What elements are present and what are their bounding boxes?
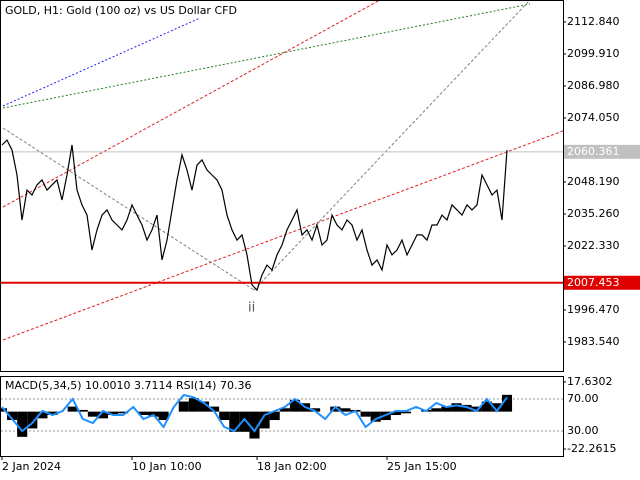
macd-bar — [178, 401, 189, 412]
y-tick-label: 17.6302 — [567, 375, 613, 388]
price-line — [1, 139, 508, 292]
trendlines — [2, 0, 564, 341]
macd-bar — [87, 411, 98, 417]
macd-bar — [118, 411, 129, 414]
y-tick-label: 2099.910 — [567, 47, 620, 60]
y-tick-label: 2022.330 — [567, 239, 620, 252]
macd-bar — [259, 411, 270, 429]
macd-bar — [239, 411, 250, 432]
y-tick-label: 1983.540 — [567, 335, 620, 348]
y-tick-label: 2112.840 — [567, 15, 620, 28]
macd-bar — [7, 411, 18, 421]
chart-title: GOLD, H1: Gold (100 oz) vs US Dollar CFD — [5, 4, 237, 17]
macd-bar — [400, 411, 412, 414]
macd-bar — [108, 411, 119, 415]
macd-bar — [209, 406, 220, 412]
trendline — [2, 3, 531, 109]
price-label-box — [564, 275, 640, 290]
macd-bar — [229, 411, 240, 432]
macd-bar — [481, 401, 492, 412]
trendline — [253, 0, 531, 291]
price-label: 2060.361 — [567, 145, 620, 158]
macd-bar — [67, 406, 78, 412]
macd-bar — [289, 399, 300, 412]
macd-bar — [77, 409, 88, 412]
x-tick-label: 2 Jan 2024 — [2, 460, 61, 473]
macd-bar — [219, 411, 230, 421]
macd-bar — [269, 411, 280, 421]
macd-bar — [27, 411, 38, 429]
x-tick-label: 25 Jan 15:00 — [387, 460, 457, 473]
macd-bar — [97, 411, 109, 419]
x-tick-label: 18 Jan 02:00 — [257, 460, 327, 473]
macd-bar — [198, 401, 210, 412]
macd-bar — [340, 408, 351, 412]
price-label-box — [564, 144, 640, 159]
y2-tick-label: 30.00 — [567, 424, 599, 437]
macd-bar — [138, 411, 149, 415]
price-label: 2007.453 — [567, 276, 620, 289]
macd-bar — [37, 411, 48, 419]
trendline — [2, 17, 201, 107]
y-tick-label: 2086.980 — [567, 79, 620, 92]
macd-bar — [249, 411, 260, 439]
indicator-title: MACD(5,34,5) 10.0010 3.7114 RSI(14) 70.3… — [5, 379, 251, 392]
macd-bar — [158, 411, 169, 421]
macd-bar — [441, 406, 452, 412]
macd-bar — [370, 411, 381, 422]
y-tick-label: 1996.470 — [567, 303, 620, 316]
macd-bar — [461, 404, 472, 412]
macd-bar — [188, 398, 199, 412]
macd-bar — [501, 394, 513, 412]
macd-bar — [471, 406, 482, 412]
macd-bar — [451, 403, 462, 412]
main-frame — [0, 0, 564, 372]
macd-bar — [279, 408, 290, 412]
trendline — [2, 130, 564, 341]
rsi-line — [1, 393, 508, 433]
x-tick-label: 10 Jan 10:00 — [132, 460, 202, 473]
trendline — [2, 0, 381, 208]
macd-bar — [360, 411, 371, 417]
wave-label: ii — [248, 301, 255, 316]
macd-bar — [390, 411, 401, 415]
y-tick-label: 2074.050 — [567, 111, 620, 124]
y2-tick-label: 70.00 — [567, 392, 599, 405]
macd-bar — [47, 411, 58, 415]
macd-bar — [17, 411, 28, 437]
macd-bar — [330, 406, 341, 412]
macd-bar — [431, 408, 442, 412]
indicator-frame — [0, 376, 564, 457]
y-tick-label: 2035.260 — [567, 207, 620, 220]
y-tick-label: 2048.190 — [567, 175, 620, 188]
y-tick-label: -22.2615 — [567, 442, 616, 455]
macd-bar — [491, 403, 502, 412]
